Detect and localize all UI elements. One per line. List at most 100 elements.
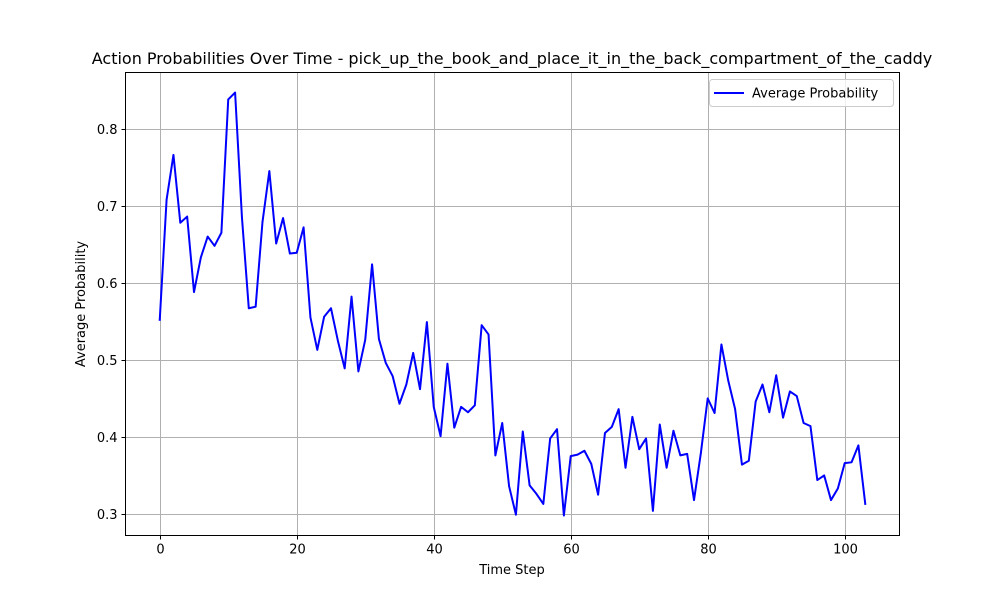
data-point — [343, 367, 346, 370]
data-point — [857, 444, 860, 447]
data-point — [850, 461, 853, 464]
data-point — [357, 370, 360, 373]
data-point — [665, 466, 668, 469]
data-point — [275, 242, 277, 245]
data-point — [330, 307, 332, 310]
data-point — [713, 412, 716, 414]
data-point — [782, 416, 784, 419]
data-point — [494, 454, 497, 457]
data-point — [213, 245, 216, 247]
data-point — [268, 170, 271, 172]
data-point — [515, 513, 517, 516]
x-tick-label: 0 — [156, 543, 164, 558]
data-point — [597, 493, 599, 496]
data-point — [576, 453, 579, 456]
data-point — [720, 343, 723, 346]
data-point — [809, 425, 812, 427]
data-point — [364, 339, 367, 341]
data-point — [631, 416, 634, 418]
data-point — [371, 263, 373, 266]
data-point — [549, 437, 551, 440]
data-point — [645, 437, 647, 440]
data-point — [391, 375, 394, 377]
data-point — [206, 235, 209, 238]
data-point — [302, 226, 305, 229]
data-point — [761, 383, 764, 386]
data-point — [556, 428, 558, 430]
data-point — [453, 426, 456, 429]
data-point — [569, 455, 572, 457]
data-point — [172, 154, 175, 156]
data-point — [165, 198, 168, 201]
data-point — [864, 503, 867, 505]
data-point — [528, 484, 531, 487]
data-point — [309, 316, 312, 319]
data-point — [521, 430, 524, 433]
data-point — [289, 252, 291, 255]
data-point — [186, 215, 188, 218]
data-point — [542, 503, 545, 505]
data-point — [412, 352, 414, 354]
data-point — [460, 406, 462, 408]
x-tick-label: 60 — [563, 543, 580, 558]
data-point — [795, 395, 798, 397]
data-point — [323, 315, 325, 318]
data-point — [590, 463, 593, 465]
series-layer — [158, 91, 867, 517]
data-point — [672, 429, 675, 432]
x-tick-label: 80 — [700, 543, 717, 558]
data-point — [487, 333, 490, 336]
data-point — [638, 448, 641, 451]
y-tick-label: 0.4 — [97, 431, 118, 446]
data-point — [837, 487, 839, 490]
data-point — [775, 374, 778, 377]
data-point — [768, 411, 771, 414]
data-point — [350, 295, 353, 298]
data-point — [830, 499, 832, 501]
y-axis-label: Average Probability — [74, 241, 89, 368]
x-tick-label: 20 — [289, 543, 306, 558]
data-point — [583, 449, 586, 452]
data-point — [378, 338, 380, 340]
data-point — [789, 390, 791, 393]
data-point — [843, 462, 846, 464]
data-point — [282, 217, 284, 219]
grid-lines — [125, 72, 900, 536]
data-point — [802, 422, 805, 424]
data-point — [200, 256, 202, 259]
data-point — [220, 231, 223, 234]
data-point — [439, 435, 442, 437]
x-axis-ticks: 0 20 40 60 80 100 — [156, 535, 858, 558]
data-point — [652, 510, 654, 512]
data-point — [754, 400, 757, 403]
x-tick-label: 100 — [833, 543, 858, 558]
data-point — [295, 251, 298, 254]
data-point — [624, 466, 627, 469]
data-point — [700, 452, 702, 454]
legend-label: Average Probability — [752, 87, 879, 102]
data-point — [474, 404, 476, 407]
y-tick-label: 0.8 — [97, 123, 118, 138]
data-point — [480, 324, 483, 326]
data-point — [727, 379, 730, 382]
data-point — [467, 411, 469, 414]
data-point — [604, 432, 606, 434]
x-axis-label: Time Step — [478, 563, 545, 578]
data-point — [179, 221, 182, 224]
data-point — [686, 453, 688, 455]
data-point — [679, 454, 682, 457]
data-point — [734, 408, 736, 410]
series-line-average-probability — [158, 91, 867, 517]
data-point — [384, 362, 387, 364]
data-point — [617, 408, 620, 410]
x-tick-label: 40 — [426, 543, 443, 558]
y-tick-label: 0.7 — [97, 200, 118, 215]
legend: Average Probability — [709, 79, 894, 107]
data-point — [563, 514, 565, 517]
data-point — [446, 362, 449, 365]
data-point — [337, 339, 339, 342]
data-point — [432, 406, 435, 408]
data-point — [748, 459, 750, 462]
legend-box — [709, 79, 894, 107]
